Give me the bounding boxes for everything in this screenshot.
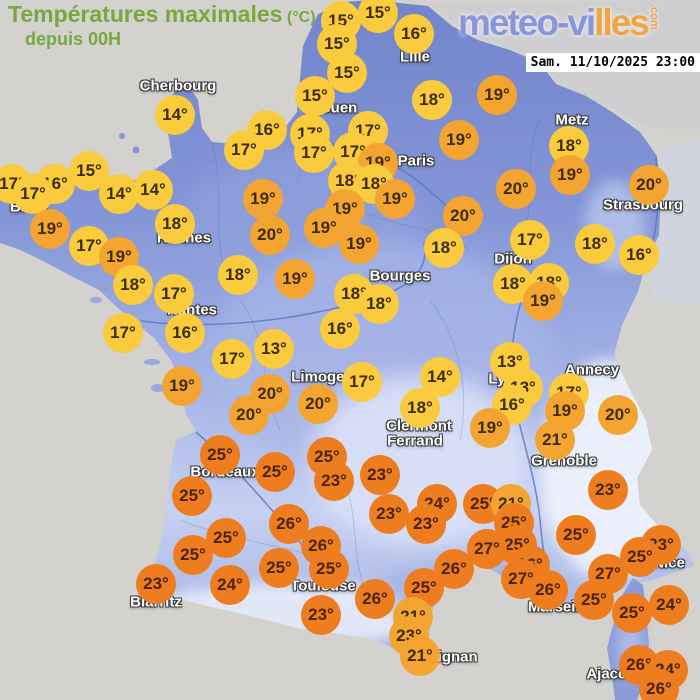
temp-badge: 16° [394, 14, 434, 54]
temp-badge: 27° [467, 529, 507, 569]
page-subtitle: depuis 00H [25, 28, 122, 49]
temp-badge: 23° [314, 461, 354, 501]
temp-badge: 20° [496, 169, 536, 209]
temp-badge: 14° [155, 95, 195, 135]
temp-badge: 23° [136, 564, 176, 604]
temp-badge: 16° [619, 235, 659, 275]
temp-badge: 14° [99, 174, 139, 214]
temp-badge: 24° [649, 585, 689, 625]
channel-island [132, 146, 140, 154]
temp-badge: 25° [206, 518, 246, 558]
temp-badge: 16° [247, 110, 287, 150]
city-label-cherbourg: Cherbourg [139, 77, 217, 95]
temp-badge: 26° [528, 570, 568, 610]
temp-badge: 26° [355, 579, 395, 619]
temp-badge: 19° [243, 179, 283, 219]
temp-badge: 19° [439, 120, 479, 160]
temp-badge: 20° [229, 395, 269, 435]
temp-badge: 15° [358, 0, 398, 33]
site-logo-blue-part: meteo-vi [458, 2, 596, 43]
temp-badge: 19° [375, 179, 415, 219]
temp-badge: 24° [210, 565, 250, 605]
temp-badge: 19° [275, 259, 315, 299]
temp-badge: 16° [165, 313, 205, 353]
atlantic-island [144, 359, 160, 365]
temp-badge: 20° [443, 196, 483, 236]
temp-badge: 19° [162, 366, 202, 406]
temp-badge: 19° [470, 408, 510, 448]
temp-badge: 23° [369, 494, 409, 534]
temp-badge: 15° [295, 76, 335, 116]
temp-badge: 25° [200, 435, 240, 475]
temp-badge: 18° [575, 224, 615, 264]
temp-badge: 19° [30, 209, 70, 249]
temp-badge: 21° [400, 636, 440, 676]
temp-badge: 25° [574, 580, 614, 620]
city-label-paris: Paris [397, 152, 435, 170]
map-title-block: Températures maximales (°C) depuis 00H [8, 2, 316, 49]
temp-badge: 18° [424, 228, 464, 268]
temp-badge: 17° [212, 339, 252, 379]
temp-badge: 20° [629, 165, 669, 205]
temp-badge: 20° [598, 395, 638, 435]
temp-badge: 21° [535, 420, 575, 460]
temp-badge: 18° [155, 204, 195, 244]
temp-badge: 18° [400, 388, 440, 428]
temp-badge: 19° [339, 224, 379, 264]
temp-badge: 14° [420, 357, 460, 397]
temp-badge: 26° [639, 669, 679, 700]
temp-badge: 20° [298, 384, 338, 424]
page-title: Températures maximales [8, 1, 283, 27]
temp-badge: 18° [412, 80, 452, 120]
city-label-metz: Metz [555, 111, 589, 129]
temp-badge: 17° [294, 133, 334, 173]
site-logo-orange-part: lles [594, 2, 650, 43]
site-logo-tld: .com [647, 4, 660, 30]
temp-badge: 23° [406, 504, 446, 544]
temp-badge: 17° [154, 274, 194, 314]
timestamp-badge: Sam. 11/10/2025 23:00 [525, 53, 700, 72]
temp-badge: 23° [360, 455, 400, 495]
temp-badge: 18° [113, 265, 153, 305]
temp-badge: 19° [550, 155, 590, 195]
temp-badge: 25° [612, 593, 652, 633]
temp-badge: 25° [173, 535, 213, 575]
temp-badge: 14° [133, 170, 173, 210]
foreign-land-germany [648, 138, 700, 305]
temp-badge: 23° [301, 595, 341, 635]
temp-badge: 25° [172, 476, 212, 516]
city-label-limoges: Limoges [291, 368, 353, 386]
temp-badge: 23° [588, 470, 628, 510]
city-label-ferrand: Ferrand [387, 432, 443, 450]
channel-island [119, 133, 125, 139]
temp-badge: 25° [309, 549, 349, 589]
temp-badge: 25° [255, 452, 295, 492]
temp-badge: 17° [510, 220, 550, 260]
temp-badge: 18° [359, 284, 399, 324]
temp-badge: 17° [342, 362, 382, 402]
temp-badge: 17° [224, 130, 264, 170]
temp-badge: 19° [477, 75, 517, 115]
temp-badge: 17° [103, 313, 143, 353]
page-title-unit: (°C) [286, 9, 316, 26]
temp-badge: 15° [327, 53, 367, 93]
city-label-annecy: Annecy [564, 361, 620, 379]
temp-badge: 13° [254, 329, 294, 369]
atlantic-island [151, 384, 165, 392]
site-logo[interactable]: meteo-villes.com [458, 2, 660, 44]
atlantic-island [90, 297, 102, 303]
temp-badge: 20° [250, 215, 290, 255]
temp-badge: 17° [13, 174, 53, 214]
temp-badge: 18° [218, 255, 258, 295]
temp-badge: 25° [259, 548, 299, 588]
temp-badge: 25° [556, 515, 596, 555]
temp-badge: 26° [269, 504, 309, 544]
temp-badge: 16° [320, 309, 360, 349]
city-label-bourges: Bourges [369, 267, 431, 285]
city-label-strasbourg: Strasbourg [602, 196, 684, 214]
temp-badge: 19° [523, 281, 563, 321]
temp-badge: 19° [304, 208, 344, 248]
